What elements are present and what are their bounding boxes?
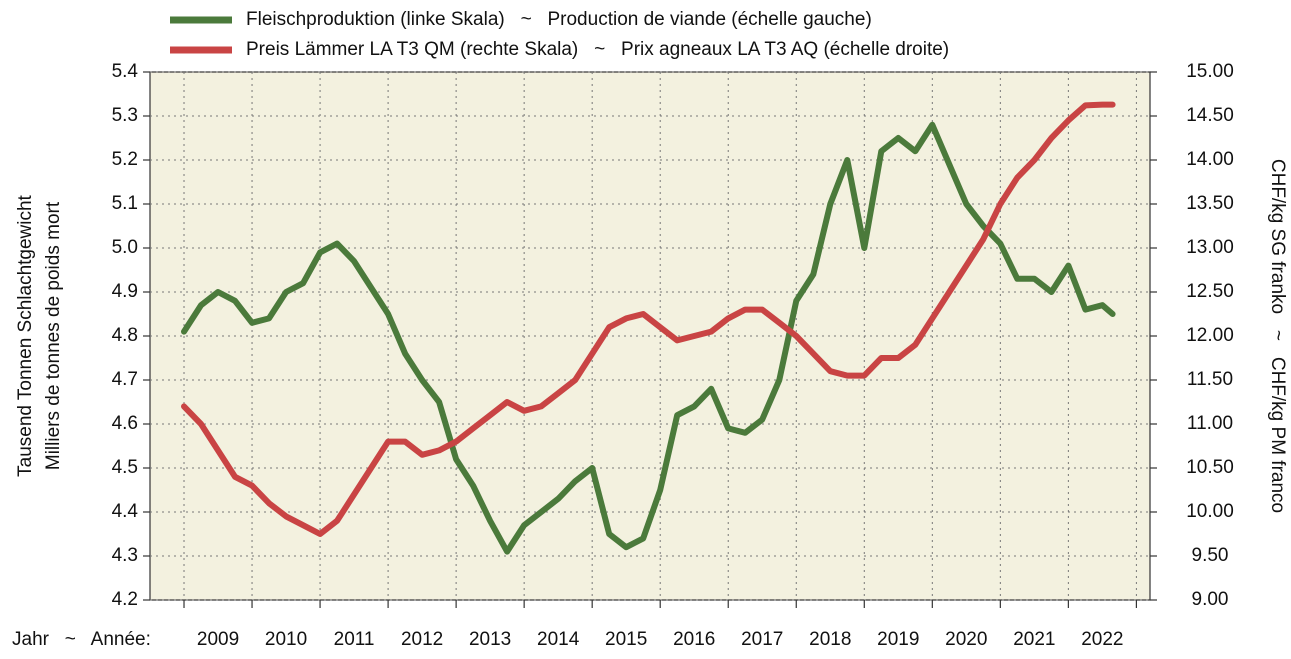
data-line <box>181 121 1116 555</box>
y-tick-label: 4.8 <box>112 325 138 346</box>
y-tick-label: 4.4 <box>112 501 139 522</box>
x-tick-label: 2010 <box>265 629 307 650</box>
x-tick-label: 2011 <box>334 629 375 650</box>
data-line <box>181 101 1116 537</box>
y2-tick-label: 9.50 <box>1192 545 1229 566</box>
x-tick-label: 2016 <box>673 629 715 650</box>
y2-tick-label: 9.00 <box>1192 589 1229 610</box>
x-tick-label: 2017 <box>741 629 783 650</box>
x-axis-label: Jahr ~ Année: <box>12 629 151 650</box>
y-tick-label: 5.1 <box>112 193 138 214</box>
x-tick-label: 2020 <box>945 629 987 650</box>
y2-tick-label: 14.00 <box>1186 149 1234 170</box>
x-tick-label: 2013 <box>469 629 511 650</box>
y-tick-label: 4.2 <box>112 589 138 610</box>
x-tick-label: 2018 <box>809 629 851 650</box>
y2-tick-label: 10.50 <box>1186 457 1234 478</box>
y2-tick-label: 13.00 <box>1186 237 1234 258</box>
y-axis-label: Tausend Tonnen Schlachtgewicht <box>15 194 36 476</box>
y-tick-label: 5.0 <box>112 237 138 258</box>
y-tick-label: 4.3 <box>112 545 138 566</box>
legend-label: Preis Lämmer LA T3 QM (rechte Skala) ~ P… <box>246 39 949 60</box>
y-axis-label: Milliers de tonnes de poids mort <box>43 201 64 470</box>
y2-tick-label: 11.50 <box>1187 369 1233 390</box>
x-tick-label: 2021 <box>1013 629 1055 650</box>
y2-tick-label: 12.50 <box>1186 281 1234 302</box>
x-tick-label: 2019 <box>877 629 919 650</box>
x-tick-label: 2012 <box>401 629 443 650</box>
y-tick-label: 4.7 <box>112 369 138 390</box>
y2-axis-label: CHF/kg SG franko ~ CHF/kg PM franco <box>1267 159 1288 513</box>
x-tick-label: 2015 <box>605 629 647 650</box>
legend-label: Fleischproduktion (linke Skala) ~ Produc… <box>246 9 872 30</box>
y2-tick-label: 15.00 <box>1186 61 1234 82</box>
x-tick-label: 2022 <box>1081 629 1123 650</box>
y-tick-label: 4.9 <box>112 281 138 302</box>
y2-tick-label: 14.50 <box>1186 105 1234 126</box>
y-tick-label: 5.2 <box>112 149 138 170</box>
y-tick-label: 5.3 <box>112 105 138 126</box>
y2-tick-label: 11.00 <box>1187 413 1233 434</box>
y-tick-label: 4.5 <box>112 457 138 478</box>
y-tick-label: 5.4 <box>112 61 139 82</box>
y-tick-label: 4.6 <box>112 413 138 434</box>
y2-tick-label: 13.50 <box>1186 193 1234 214</box>
y2-tick-label: 12.00 <box>1186 325 1234 346</box>
x-tick-label: 2014 <box>537 629 580 650</box>
x-tick-label: 2009 <box>197 629 239 650</box>
y2-tick-label: 10.00 <box>1186 501 1234 522</box>
